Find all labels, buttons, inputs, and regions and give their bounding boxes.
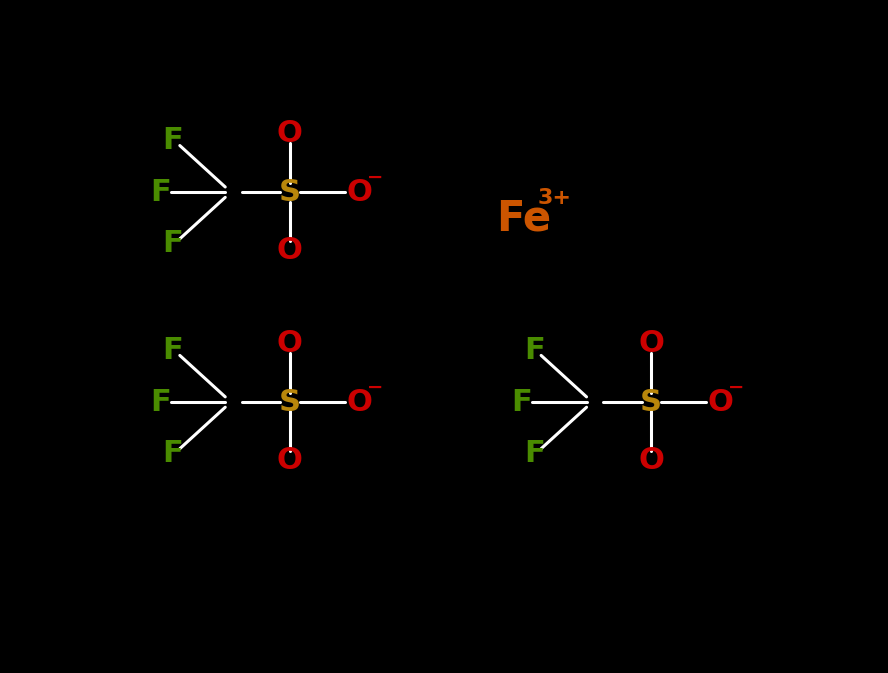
Text: F: F [150, 178, 170, 207]
Text: O: O [346, 388, 372, 417]
Text: F: F [524, 439, 544, 468]
Text: 3+: 3+ [538, 188, 572, 209]
Text: F: F [511, 388, 532, 417]
Text: F: F [163, 336, 183, 365]
Text: O: O [708, 388, 733, 417]
Text: F: F [150, 388, 170, 417]
Text: O: O [638, 329, 664, 358]
Text: F: F [163, 229, 183, 258]
Text: F: F [524, 336, 544, 365]
Text: O: O [277, 236, 303, 265]
Text: Fe: Fe [496, 197, 551, 239]
Text: −: − [367, 168, 384, 187]
Text: F: F [163, 126, 183, 155]
Text: F: F [163, 439, 183, 468]
Text: O: O [277, 119, 303, 148]
Text: −: − [728, 378, 745, 397]
Text: O: O [346, 178, 372, 207]
Text: O: O [277, 329, 303, 358]
Text: O: O [638, 446, 664, 475]
Text: S: S [279, 388, 301, 417]
Text: S: S [279, 178, 301, 207]
Text: O: O [277, 446, 303, 475]
Text: S: S [640, 388, 662, 417]
Text: −: − [367, 378, 384, 397]
